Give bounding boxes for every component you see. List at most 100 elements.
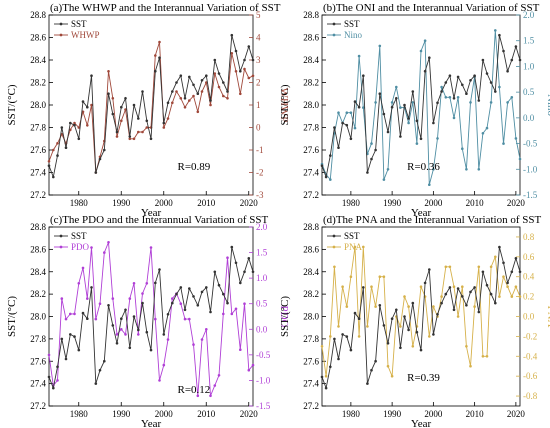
data-point (145, 119, 149, 123)
data-point (120, 119, 123, 123)
data-point (506, 101, 509, 104)
y2-tick-label: 0.0 (523, 312, 535, 322)
data-point (518, 157, 522, 161)
y-tick-label: 27.2 (303, 190, 319, 200)
data-point (183, 106, 187, 109)
data-point (461, 295, 464, 298)
series-line-sst (48, 246, 254, 390)
data-point (341, 285, 344, 289)
series-line-pdo (48, 242, 254, 396)
data-point (353, 311, 357, 315)
legend-label: PDO (71, 242, 90, 252)
data-point (77, 126, 81, 129)
data-point (239, 92, 242, 96)
data-point (154, 54, 157, 57)
data-point (448, 96, 452, 99)
data-point (452, 116, 456, 120)
data-point (333, 337, 336, 341)
y-tick-label: 27.6 (303, 145, 319, 155)
data-point (141, 301, 144, 305)
y2-axis-label: Nino (545, 94, 550, 117)
x-tick-label: 1980 (342, 198, 361, 208)
data-point (77, 137, 81, 141)
data-point (217, 85, 221, 89)
x-tick-label: 2020 (507, 198, 526, 208)
data-point (188, 99, 191, 102)
data-point (337, 146, 340, 149)
chart-title: (d)The PNA and the Interannual Variation… (323, 214, 542, 226)
y-tick-label: 28.2 (303, 78, 319, 88)
y2-axis-label: PDO (278, 305, 290, 327)
data-point (407, 117, 410, 120)
data-point (196, 304, 200, 307)
data-point (158, 379, 161, 382)
data-point (386, 168, 390, 171)
data-point (341, 333, 344, 336)
data-point (69, 312, 72, 316)
y-tick-label: 27.8 (303, 334, 319, 344)
data-point (230, 245, 234, 249)
data-point (60, 126, 64, 129)
data-point (349, 111, 353, 114)
data-point (222, 292, 225, 296)
data-point (247, 257, 251, 260)
data-point (179, 97, 183, 100)
data-point (382, 178, 386, 181)
data-point (432, 333, 435, 336)
data-point (362, 74, 365, 77)
data-point (137, 117, 140, 120)
data-point (390, 101, 394, 104)
data-point (440, 85, 443, 89)
series-line-whwp (48, 41, 254, 173)
x-tick-label: 1990 (112, 198, 131, 208)
data-point (333, 126, 336, 129)
data-point (149, 348, 153, 352)
data-point (47, 353, 51, 357)
x-tick-label: 1980 (342, 409, 361, 419)
data-point (382, 112, 386, 116)
data-point (90, 74, 93, 77)
y2-tick-label: 2 (256, 78, 261, 88)
data-point (243, 270, 246, 274)
data-point (128, 297, 132, 300)
y-tick-label: 28.6 (30, 244, 46, 254)
data-point (353, 126, 357, 130)
data-point (366, 171, 369, 174)
data-point (324, 386, 328, 390)
y-tick-label: 27.2 (30, 401, 46, 411)
data-point (217, 72, 221, 75)
chart-panel-3: (c)The PDO and the Interannual Variation… (6, 214, 290, 428)
data-point (52, 175, 55, 179)
data-point (494, 29, 497, 32)
data-point (230, 33, 234, 37)
data-point (196, 110, 200, 114)
y-tick-label: 28.6 (303, 33, 319, 43)
data-point (200, 79, 204, 82)
data-point (448, 74, 452, 77)
y2-tick-label: 0.5 (256, 299, 268, 309)
data-point (370, 285, 373, 289)
data-point (494, 90, 497, 93)
data-point (166, 117, 170, 120)
data-point (353, 245, 357, 249)
data-point (362, 106, 365, 109)
data-point (226, 90, 229, 93)
data-point (77, 282, 81, 285)
data-point (444, 81, 448, 84)
y2-tick-label: 2.0 (256, 222, 268, 232)
data-point (217, 374, 221, 377)
data-point (137, 328, 140, 332)
y2-tick-label: 1.0 (523, 61, 535, 71)
data-point (440, 295, 443, 298)
x-axis-label: Year (141, 418, 162, 428)
data-point (485, 126, 489, 130)
data-point (374, 305, 377, 308)
data-point (56, 142, 59, 145)
data-point (251, 363, 255, 367)
legend-marker (59, 234, 63, 238)
data-point (90, 246, 93, 249)
y2-tick-label: 0.5 (523, 87, 535, 97)
data-point (423, 281, 427, 285)
data-point (386, 342, 390, 345)
data-point (175, 90, 178, 93)
